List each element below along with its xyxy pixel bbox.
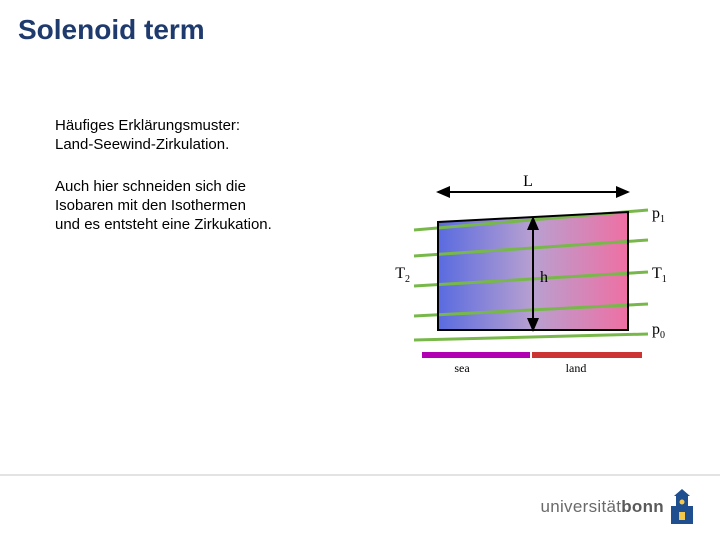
- paragraph-2: Auch hier schneiden sich die Isobaren mi…: [55, 178, 355, 234]
- logo-tower-icon: [668, 488, 696, 526]
- paragraph-1: Häufiges Erklärungsmuster: Land-Seewind-…: [55, 117, 355, 155]
- slide-title: Solenoid term: [18, 14, 205, 46]
- p2-line2: Isobaren mit den Isothermen: [55, 197, 246, 214]
- diagram-label-h: h: [540, 269, 548, 286]
- logo-text: universitätbonn: [540, 497, 664, 517]
- slide: Solenoid term Häufiges Erklärungsmuster:…: [0, 0, 720, 540]
- p1-line2: Land-Seewind-Zirkulation.: [55, 136, 229, 153]
- logo-text-bold: bonn: [621, 497, 664, 516]
- diagram-label-L: L: [523, 173, 533, 190]
- university-logo: universitätbonn: [540, 488, 696, 526]
- footer-divider: [0, 474, 720, 476]
- diagram-label-p1: p1: [652, 205, 665, 225]
- p1-line1: Häufiges Erklärungsmuster:: [55, 117, 240, 134]
- logo-text-light: universität: [540, 497, 621, 516]
- diagram-label-sea: sea: [454, 361, 470, 375]
- p2-line1: Auch hier schneiden sich die: [55, 178, 246, 195]
- diagram-label-land: land: [566, 361, 587, 375]
- p2-line3: und es entsteht eine Zirkukation.: [55, 216, 272, 233]
- diagram-svg: L T2 T1 p1 p0 h sea land: [380, 172, 680, 402]
- solenoid-diagram: L T2 T1 p1 p0 h sea land: [380, 172, 680, 402]
- diagram-label-T1: T1: [652, 265, 667, 285]
- diagram-label-p0: p0: [652, 321, 665, 341]
- diagram-land-bar: [532, 352, 642, 358]
- diagram-label-T2: T2: [395, 265, 410, 285]
- diagram-sea-bar: [422, 352, 530, 358]
